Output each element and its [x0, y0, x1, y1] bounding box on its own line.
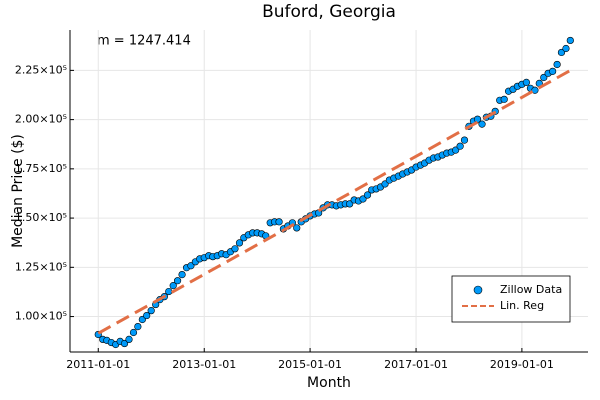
legend-box [451, 275, 571, 323]
data-point [452, 146, 460, 154]
data-point [134, 322, 142, 331]
data-point [478, 120, 486, 128]
y-tick-label: 1.75×10⁵ [15, 162, 67, 175]
data-point [169, 282, 177, 290]
data-point [293, 224, 301, 232]
data-point [231, 245, 239, 253]
data-point [187, 262, 195, 270]
data-point [125, 335, 133, 343]
data-point [143, 311, 151, 320]
data-point [359, 195, 367, 203]
x-tick-label: 2015-01-01 [278, 358, 342, 371]
y-tick-label: 1.50×10⁵ [15, 211, 67, 224]
data-point [129, 328, 138, 337]
data-point [165, 287, 173, 296]
y-axis-label: Median Price ($) [10, 134, 26, 248]
legend-marker [473, 285, 483, 295]
data-point [562, 44, 570, 53]
data-point [522, 78, 530, 86]
regression-line [97, 69, 572, 335]
data-point [456, 142, 464, 150]
data-point [346, 200, 354, 208]
annotation: m = 1247.414 [97, 34, 191, 49]
data-point [275, 218, 283, 226]
chart-title: Buford, Georgia [262, 2, 396, 22]
data-point [553, 60, 561, 69]
y-tick-label: 2.25×10⁵ [15, 63, 67, 76]
legend-label: Lin. Reg [500, 299, 544, 312]
x-tick-label: 2017-01-01 [384, 358, 448, 371]
data-point [566, 36, 574, 45]
data-point [120, 339, 129, 348]
y-tick-label: 1.25×10⁵ [15, 260, 67, 273]
x-tick-label: 2011-01-01 [66, 358, 130, 371]
x-tick-label: 2019-01-01 [490, 358, 554, 371]
y-tick-label: 1.00×10⁵ [15, 310, 67, 323]
x-tick-label: 2013-01-01 [172, 358, 236, 371]
data-point [147, 307, 155, 315]
data-point [557, 48, 566, 57]
data-point [178, 271, 186, 279]
data-point [363, 191, 372, 199]
y-tick-label: 2.00×10⁵ [15, 113, 67, 126]
data-point [235, 239, 244, 247]
data-point [549, 67, 557, 75]
data-point [173, 277, 182, 285]
data-point [460, 136, 469, 144]
legend-label: Zillow Data [500, 283, 562, 296]
data-point [500, 95, 508, 103]
x-axis-label: Month [307, 375, 351, 391]
data-point [540, 73, 548, 82]
